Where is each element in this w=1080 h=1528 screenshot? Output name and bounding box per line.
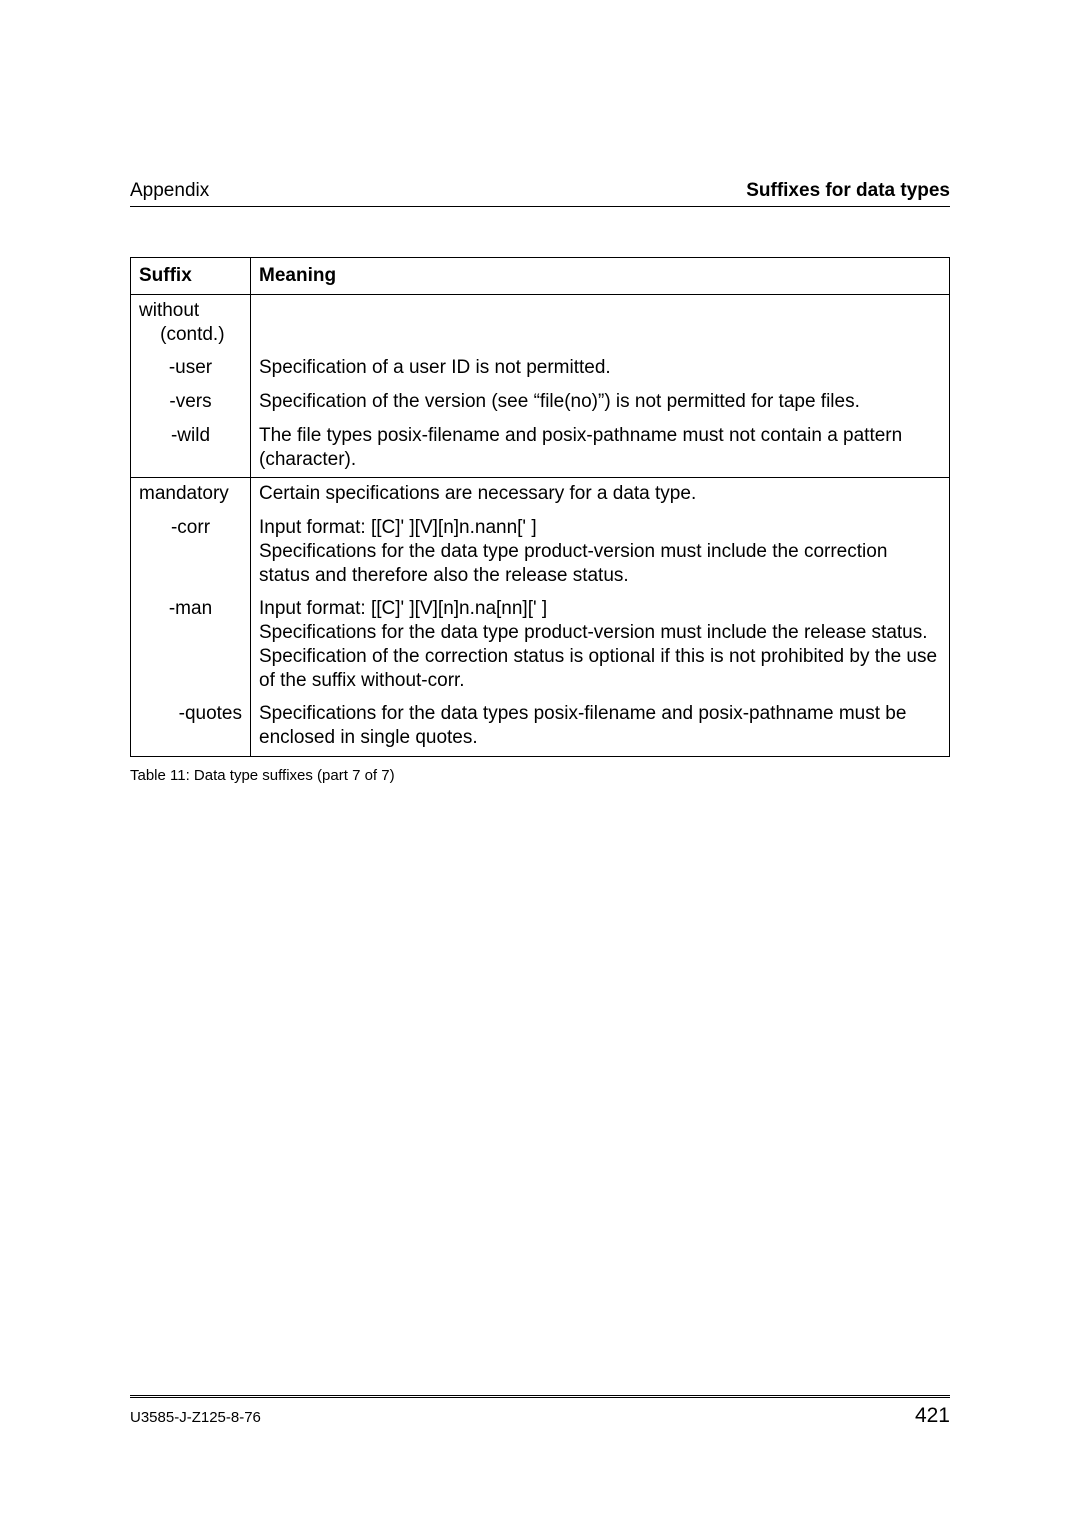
suffix-cell: -user (131, 352, 251, 386)
footer-rules (130, 1395, 950, 1398)
table-row: -vers Specification of the version (see … (131, 386, 950, 420)
col-header-meaning: Meaning (251, 258, 950, 295)
header-left: Appendix (130, 180, 209, 202)
meaning-cell (251, 294, 950, 352)
suffix-cell: -corr (131, 512, 251, 593)
page-header: Appendix Suffixes for data types (130, 180, 950, 202)
header-rule (130, 206, 950, 207)
suffix-cell: -quotes (131, 698, 251, 756)
meaning-cell: Specification of a user ID is not permit… (251, 352, 950, 386)
table-row: -corr Input format: [[C]' ][V][n]n.nann[… (131, 512, 950, 593)
table-row: without (contd.) (131, 294, 950, 352)
table-caption: Table 11: Data type suffixes (part 7 of … (130, 767, 950, 784)
meaning-cell: The file types posix-filename and posix-… (251, 420, 950, 478)
meaning-cell: Specifications for the data types posix-… (251, 698, 950, 756)
table-header-row: Suffix Meaning (131, 258, 950, 295)
suffix-cell: -vers (131, 386, 251, 420)
table-row: -user Specification of a user ID is not … (131, 352, 950, 386)
suffix-cell: -wild (131, 420, 251, 478)
suffix-cell: mandatory (131, 478, 251, 512)
suffix-cell: without (contd.) (131, 294, 251, 352)
table-row: -man Input format: [[C]' ][V][n]n.na[nn]… (131, 593, 950, 698)
meaning-cell: Specification of the version (see “file(… (251, 386, 950, 420)
table-row: -quotes Specifications for the data type… (131, 698, 950, 756)
footer-page-number: 421 (915, 1404, 950, 1428)
table-row: mandatory Certain specifications are nec… (131, 478, 950, 512)
header-right: Suffixes for data types (746, 180, 950, 202)
suffix-cell: -man (131, 593, 251, 698)
meaning-cell: Certain specifications are necessary for… (251, 478, 950, 512)
meaning-cell: Input format: [[C]' ][V][n]n.na[nn][' ] … (251, 593, 950, 698)
footer-row: U3585-J-Z125-8-76 421 (130, 1404, 950, 1428)
col-header-suffix: Suffix (131, 258, 251, 295)
footer-doc-id: U3585-J-Z125-8-76 (130, 1409, 261, 1426)
table-row: -wild The file types posix-filename and … (131, 420, 950, 478)
suffix-table: Suffix Meaning without (contd.) -user Sp… (130, 257, 950, 757)
page-footer: U3585-J-Z125-8-76 421 (130, 1395, 950, 1428)
document-page: Appendix Suffixes for data types Suffix … (0, 0, 1080, 1528)
meaning-cell: Input format: [[C]' ][V][n]n.nann[' ] Sp… (251, 512, 950, 593)
